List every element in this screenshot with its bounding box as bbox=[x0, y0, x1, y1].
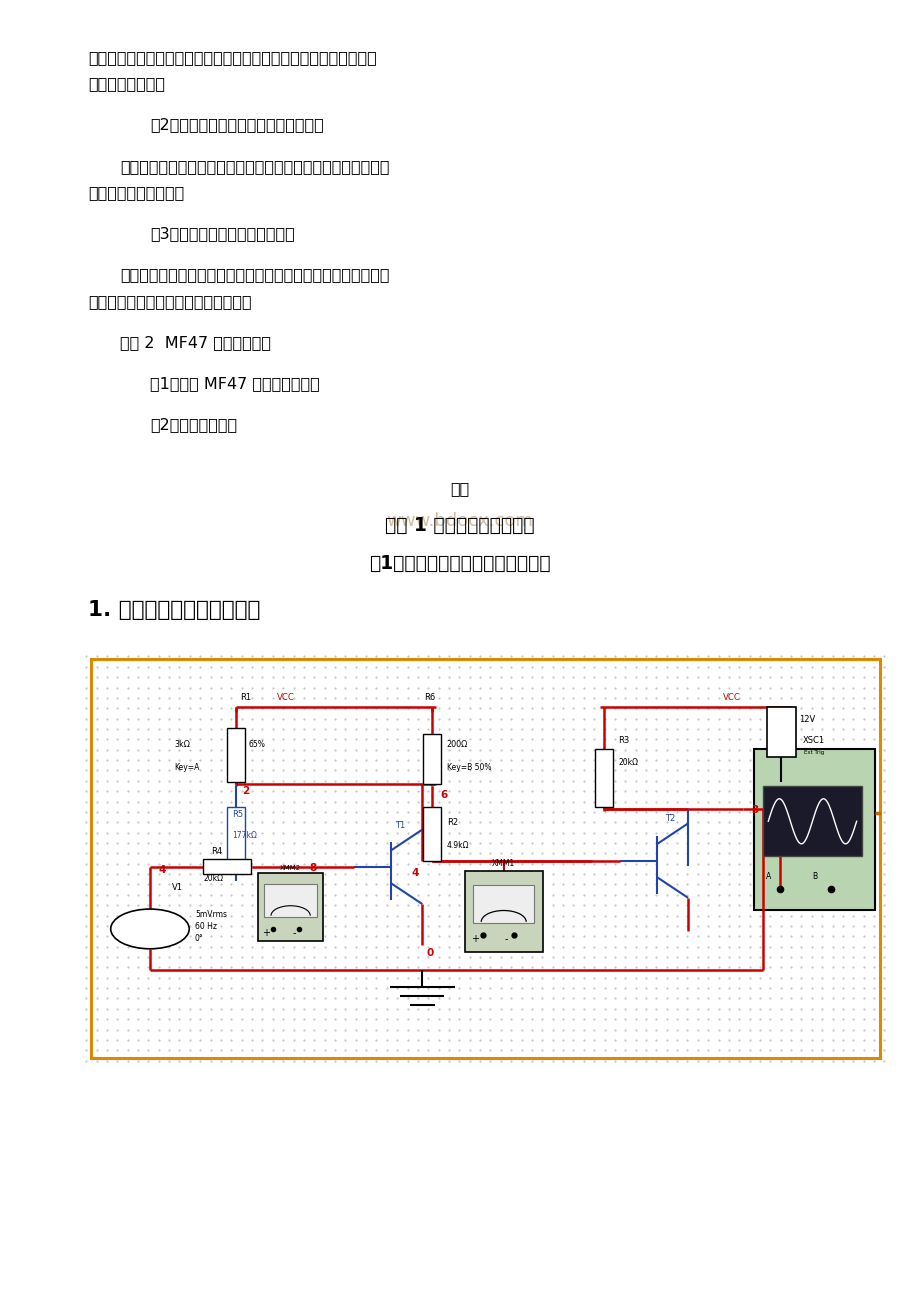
Bar bbox=[264, 884, 316, 917]
Bar bbox=[464, 871, 542, 952]
Text: 课题 1 电子电路仿真及分析: 课题 1 电子电路仿真及分析 bbox=[385, 516, 534, 535]
Text: 60 Hz: 60 Hz bbox=[195, 922, 217, 931]
Bar bbox=[423, 807, 440, 861]
Circle shape bbox=[110, 909, 189, 949]
Text: 电路和反馈类型自选，完成理论设计与分析；完成反馈对电路性: 电路和反馈类型自选，完成理论设计与分析；完成反馈对电路性 bbox=[119, 159, 389, 173]
Text: +: + bbox=[471, 935, 479, 944]
Text: 177kΩ: 177kΩ bbox=[232, 831, 256, 840]
Text: 共模抑制比测试。: 共模抑制比测试。 bbox=[88, 77, 165, 91]
Text: XSC1: XSC1 bbox=[802, 736, 824, 745]
Text: 4: 4 bbox=[411, 868, 419, 878]
Text: +: + bbox=[262, 928, 269, 937]
Text: （3）集成运放线性运算电路分析: （3）集成运放线性运算电路分析 bbox=[150, 227, 294, 241]
Text: XMM1: XMM1 bbox=[492, 858, 515, 867]
Text: 能影响的测试与分析。: 能影响的测试与分析。 bbox=[88, 185, 184, 201]
Text: R3: R3 bbox=[618, 736, 630, 745]
Text: 65%: 65% bbox=[249, 740, 266, 749]
Text: 8: 8 bbox=[309, 863, 316, 872]
Bar bbox=[227, 728, 244, 783]
Bar bbox=[766, 707, 795, 756]
Bar bbox=[423, 734, 440, 784]
Text: R4: R4 bbox=[211, 848, 222, 855]
Text: -: - bbox=[292, 928, 296, 937]
Text: -: - bbox=[504, 935, 507, 944]
Text: 200Ω: 200Ω bbox=[447, 740, 468, 749]
Text: 6: 6 bbox=[440, 790, 447, 801]
Bar bbox=[257, 874, 323, 941]
Text: （1）完成 MF47 型万用表装配：: （1）完成 MF47 型万用表装配： bbox=[150, 376, 320, 391]
Text: V1: V1 bbox=[172, 883, 183, 892]
Text: T1: T1 bbox=[395, 820, 405, 829]
Text: VCC: VCC bbox=[277, 694, 294, 703]
Bar bbox=[763, 786, 860, 857]
Text: Ext Trig: Ext Trig bbox=[803, 750, 823, 755]
Text: R1: R1 bbox=[240, 694, 251, 703]
Text: 4: 4 bbox=[158, 865, 165, 875]
Text: XMM2: XMM2 bbox=[279, 865, 301, 871]
Text: （1）两级直接耦合放大电路的调试: （1）两级直接耦合放大电路的调试 bbox=[369, 553, 550, 573]
Text: 二、: 二、 bbox=[450, 482, 469, 496]
Text: 5mVrms: 5mVrms bbox=[195, 910, 227, 919]
Text: 3kΩ: 3kΩ bbox=[175, 740, 190, 749]
Text: Key=A: Key=A bbox=[175, 763, 199, 772]
Text: 1. 两级直接耦合放大电路图: 1. 两级直接耦合放大电路图 bbox=[88, 599, 260, 620]
Text: 4.9kΩ: 4.9kΩ bbox=[447, 841, 469, 850]
Text: 0: 0 bbox=[425, 948, 433, 957]
Text: T2: T2 bbox=[664, 814, 675, 823]
Text: 0°: 0° bbox=[195, 935, 203, 944]
Text: 20kΩ: 20kΩ bbox=[618, 759, 638, 767]
Text: （2）交流负反馈对放大电路性能的影响: （2）交流负反馈对放大电路性能的影响 bbox=[150, 117, 323, 133]
Text: Key=B 50%: Key=B 50% bbox=[447, 763, 491, 772]
Text: 参数条件下交流放大倍数测试。如有采用差分放大电路模块的需进行: 参数条件下交流放大倍数测试。如有采用差分放大电路模块的需进行 bbox=[88, 49, 377, 65]
Text: A: A bbox=[765, 872, 770, 881]
Text: 20kΩ: 20kΩ bbox=[203, 875, 223, 883]
Text: 12V: 12V bbox=[799, 715, 815, 724]
Text: 的波形分析与测试，验证运算表达式。: 的波形分析与测试，验证运算表达式。 bbox=[88, 294, 252, 309]
Bar bbox=[203, 859, 250, 874]
Text: R6: R6 bbox=[424, 694, 435, 703]
Text: 课题 2  MF47 型万用表装配: 课题 2 MF47 型万用表装配 bbox=[119, 335, 271, 350]
Bar bbox=[753, 749, 874, 910]
Bar bbox=[227, 807, 244, 861]
Text: 3: 3 bbox=[750, 805, 757, 815]
Text: VCC: VCC bbox=[721, 694, 740, 703]
Bar bbox=[595, 749, 612, 807]
Text: 电路自选，完成理论设计与分析；完成运算电路输入、输出电压: 电路自选，完成理论设计与分析；完成运算电路输入、输出电压 bbox=[119, 267, 389, 283]
Text: R2: R2 bbox=[447, 819, 458, 828]
Text: 2: 2 bbox=[242, 786, 249, 796]
Bar bbox=[472, 885, 534, 923]
Text: R5: R5 bbox=[232, 810, 243, 819]
Text: www.bdocx.com: www.bdocx.com bbox=[386, 512, 533, 530]
Text: （2）实现其功能。: （2）实现其功能。 bbox=[150, 417, 237, 432]
Text: B: B bbox=[811, 872, 817, 881]
